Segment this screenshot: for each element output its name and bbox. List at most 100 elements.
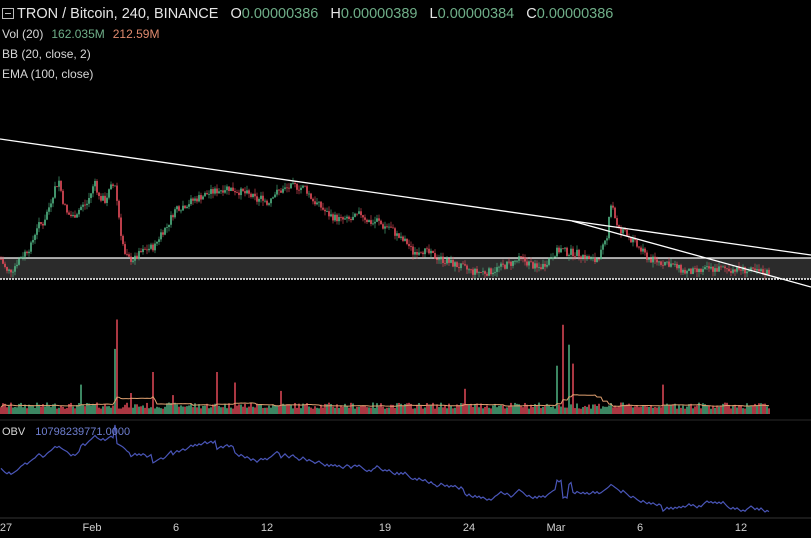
candle-body [470,269,472,271]
candle-body [332,214,334,221]
volume-bar [346,406,348,414]
volume-bar [352,403,354,414]
candle-body [12,271,14,273]
candle-body [158,239,160,242]
candle-body [70,214,72,217]
volume-bar [670,404,672,414]
volume-bar [334,407,336,414]
secondary-trendline[interactable] [571,220,811,288]
candle-body [96,180,98,193]
descending-trendline[interactable] [0,138,811,256]
candle-body [190,198,192,205]
volume-bar [660,407,662,414]
volume-bar [74,408,76,414]
candle-body [48,207,50,212]
obv-legend[interactable]: OBV 10798239771.0000 [2,426,130,438]
volume-bar [106,406,108,414]
symbol-header: TRON / Bitcoin, 240, BINANCE O0.00000386… [2,5,613,23]
candle-body [66,204,68,213]
volume-bar [344,403,346,414]
candle-body [214,188,216,194]
x-tick-label: 24 [462,522,476,534]
candle-body [240,188,242,196]
x-tick-label: 19 [378,522,392,534]
volume-bar [520,406,522,414]
candle-body [514,260,516,262]
volume-legend[interactable]: Vol (20) 162.035M 212.59M [2,27,159,41]
volume-bar [396,403,398,414]
candle-body [622,228,624,234]
volume-bar [548,405,550,414]
volume-bar [526,404,528,414]
volume-bar [176,404,178,414]
candle-body [592,257,594,259]
candle-body [116,185,118,201]
volume-bar [612,407,614,414]
volume-bar [534,404,536,414]
candle-body [176,206,178,210]
volume-bar [218,405,220,414]
volume-bar [300,408,302,414]
candle-body [448,258,450,263]
candle-body [636,240,638,247]
candle-body [546,264,548,267]
candle-body [50,203,52,208]
x-tick-label: 12 [260,522,274,534]
volume-bar [652,407,654,414]
candle-body [388,226,390,228]
volume-bar [20,402,22,414]
volume-bar [630,406,632,414]
candle-body [154,243,156,251]
volume-bar [742,408,744,414]
volume-bar [128,407,130,414]
candle-body [418,252,420,255]
volume-bar [124,404,126,414]
candle-body [124,244,126,254]
candle-body [706,266,708,268]
candle-body [576,249,578,257]
candle-body [356,213,358,215]
candle-body [230,187,232,192]
volume-bar [64,408,66,414]
candle-body [754,268,756,271]
support-zone-box[interactable] [0,258,811,279]
volume-bar [762,403,764,414]
ema-legend[interactable]: EMA (100, close) [2,67,94,81]
candle-body [682,269,684,273]
volume-bar [90,405,92,414]
candle-body [376,218,378,222]
volume-bar [408,402,410,414]
volume-ma-line [0,394,770,408]
volume-bar [716,405,718,414]
volume-bar [542,406,544,414]
candle-body [756,269,758,271]
volume-bar [558,404,560,414]
candle-body [394,228,396,236]
volume-bar [196,407,198,414]
candle-body [572,248,574,257]
candle-body [128,254,130,257]
bb-legend[interactable]: BB (20, close, 2) [2,47,91,61]
volume-bar [552,406,554,414]
volume-bar [540,408,542,414]
volume-bar [684,408,686,414]
candle-body [218,191,220,194]
candle-body [646,252,648,260]
candle-body [400,236,402,238]
volume-bar [28,404,30,414]
volume-bar [626,404,628,414]
menu-icon[interactable] [2,8,14,19]
volume-bar [58,407,60,414]
candle-body [68,212,70,215]
candle-body [88,197,90,204]
volume-bar [36,402,38,414]
volume-bar [596,405,598,414]
volume-bar [500,405,502,414]
candle-body [422,252,424,255]
candle-body [566,247,568,256]
candle-body [40,222,42,224]
volume-bar [524,402,526,414]
candle-body [308,193,310,195]
volume-bar [376,403,378,414]
